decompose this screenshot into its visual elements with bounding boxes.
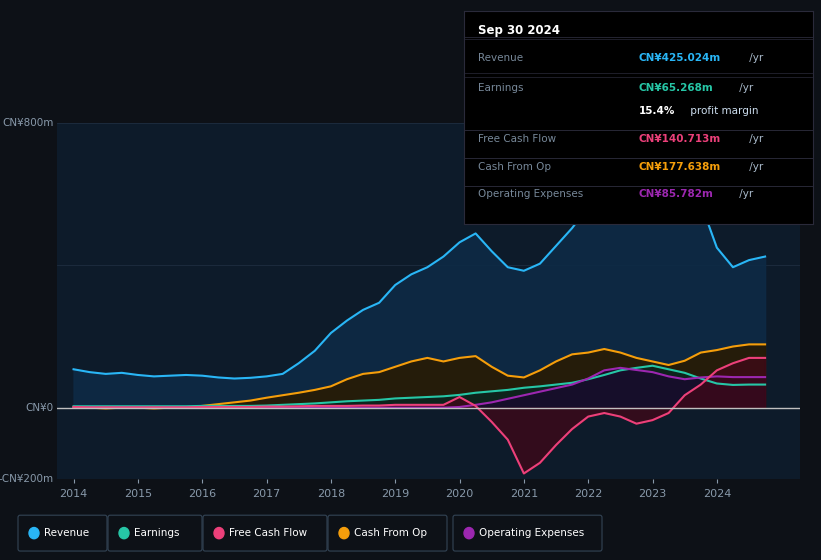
Text: 15.4%: 15.4% <box>639 106 675 116</box>
Text: CN¥177.638m: CN¥177.638m <box>639 161 721 171</box>
Text: CN¥65.268m: CN¥65.268m <box>639 83 713 93</box>
Text: /yr: /yr <box>745 161 763 171</box>
Text: Operating Expenses: Operating Expenses <box>479 528 585 538</box>
Circle shape <box>464 528 474 539</box>
Circle shape <box>214 528 224 539</box>
Text: Operating Expenses: Operating Expenses <box>478 189 583 199</box>
Text: Cash From Op: Cash From Op <box>354 528 427 538</box>
Text: profit margin: profit margin <box>687 106 759 116</box>
Text: /yr: /yr <box>745 134 763 144</box>
Text: Sep 30 2024: Sep 30 2024 <box>478 24 560 37</box>
Text: -CN¥200m: -CN¥200m <box>0 474 53 484</box>
Text: CN¥140.713m: CN¥140.713m <box>639 134 721 144</box>
Text: Earnings: Earnings <box>134 528 180 538</box>
Text: /yr: /yr <box>736 189 754 199</box>
Circle shape <box>29 528 39 539</box>
Text: Revenue: Revenue <box>478 53 523 63</box>
Circle shape <box>119 528 129 539</box>
Text: CN¥0: CN¥0 <box>25 403 53 413</box>
Text: Revenue: Revenue <box>44 528 89 538</box>
Text: CN¥85.782m: CN¥85.782m <box>639 189 713 199</box>
Text: Cash From Op: Cash From Op <box>478 161 551 171</box>
Text: /yr: /yr <box>736 83 754 93</box>
Text: CN¥800m: CN¥800m <box>2 118 53 128</box>
Text: Earnings: Earnings <box>478 83 523 93</box>
Text: Free Cash Flow: Free Cash Flow <box>478 134 556 144</box>
Text: /yr: /yr <box>745 53 763 63</box>
Text: CN¥425.024m: CN¥425.024m <box>639 53 721 63</box>
Circle shape <box>339 528 349 539</box>
Text: Free Cash Flow: Free Cash Flow <box>229 528 307 538</box>
